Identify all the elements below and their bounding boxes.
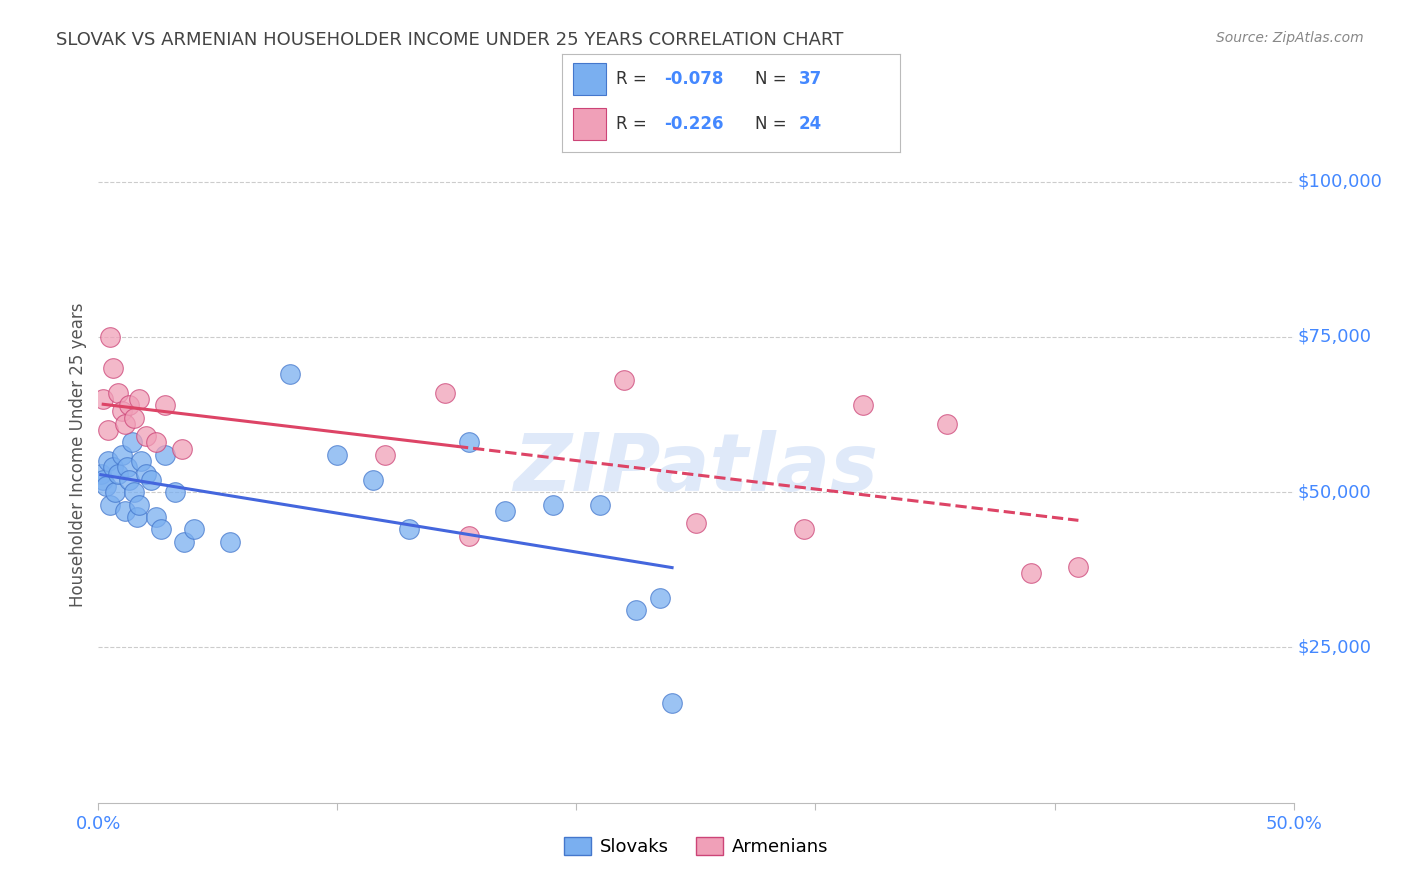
Text: N =: N = <box>755 70 792 88</box>
Bar <box>572 109 606 140</box>
Point <box>458 529 481 543</box>
Point <box>91 392 114 406</box>
Point <box>98 330 122 344</box>
Point <box>278 367 301 381</box>
Point <box>111 404 134 418</box>
Text: R =: R = <box>616 115 652 133</box>
Point <box>1019 566 1042 580</box>
Text: $25,000: $25,000 <box>1298 639 1371 657</box>
Point <box>94 479 117 493</box>
Point <box>135 429 157 443</box>
Text: SLOVAK VS ARMENIAN HOUSEHOLDER INCOME UNDER 25 YEARS CORRELATION CHART: SLOVAK VS ARMENIAN HOUSEHOLDER INCOME UN… <box>56 31 844 49</box>
Point <box>145 510 167 524</box>
Point <box>118 398 141 412</box>
Point <box>589 498 612 512</box>
Point <box>433 385 456 400</box>
Legend: Slovaks, Armenians: Slovaks, Armenians <box>557 830 835 863</box>
Point <box>91 473 114 487</box>
Point <box>90 467 112 481</box>
Point <box>114 504 136 518</box>
Point <box>121 435 143 450</box>
Point <box>685 516 707 531</box>
Point <box>374 448 396 462</box>
Point <box>494 504 516 518</box>
Text: -0.226: -0.226 <box>664 115 723 133</box>
Point <box>398 523 420 537</box>
Point <box>624 603 647 617</box>
Point <box>101 360 124 375</box>
Point <box>163 485 186 500</box>
Point <box>852 398 875 412</box>
Point <box>97 423 120 437</box>
Point <box>118 473 141 487</box>
Text: 37: 37 <box>799 70 823 88</box>
Point <box>124 410 146 425</box>
Bar <box>572 63 606 95</box>
Text: ZIPatlas: ZIPatlas <box>513 430 879 508</box>
Point <box>125 510 148 524</box>
Point <box>613 373 636 387</box>
Point <box>128 498 150 512</box>
Point <box>219 534 242 549</box>
Point <box>131 454 153 468</box>
Point <box>326 448 349 462</box>
Point <box>363 473 385 487</box>
Text: $75,000: $75,000 <box>1298 328 1371 346</box>
Text: -0.078: -0.078 <box>664 70 723 88</box>
Point <box>115 460 138 475</box>
Point <box>104 485 127 500</box>
Point <box>135 467 157 481</box>
Text: $50,000: $50,000 <box>1298 483 1371 501</box>
Point <box>648 591 672 605</box>
Point <box>661 697 683 711</box>
Point <box>124 485 146 500</box>
Text: R =: R = <box>616 70 652 88</box>
Text: 24: 24 <box>799 115 823 133</box>
Point <box>145 435 167 450</box>
Point <box>155 398 177 412</box>
Point <box>111 448 134 462</box>
Point <box>107 385 129 400</box>
Point <box>149 523 172 537</box>
Point <box>935 417 957 431</box>
Point <box>458 435 481 450</box>
Point <box>98 498 122 512</box>
Point <box>107 467 129 481</box>
Point <box>541 498 564 512</box>
Y-axis label: Householder Income Under 25 years: Householder Income Under 25 years <box>69 302 87 607</box>
Text: N =: N = <box>755 115 792 133</box>
Text: Source: ZipAtlas.com: Source: ZipAtlas.com <box>1216 31 1364 45</box>
Point <box>172 442 194 456</box>
Point <box>97 454 120 468</box>
Point <box>173 534 195 549</box>
Point <box>128 392 150 406</box>
Text: $100,000: $100,000 <box>1298 172 1382 191</box>
Point <box>155 448 177 462</box>
Point <box>793 523 815 537</box>
Point <box>1067 559 1090 574</box>
Point <box>139 473 162 487</box>
Point <box>183 523 205 537</box>
Point <box>101 460 124 475</box>
Point <box>114 417 136 431</box>
